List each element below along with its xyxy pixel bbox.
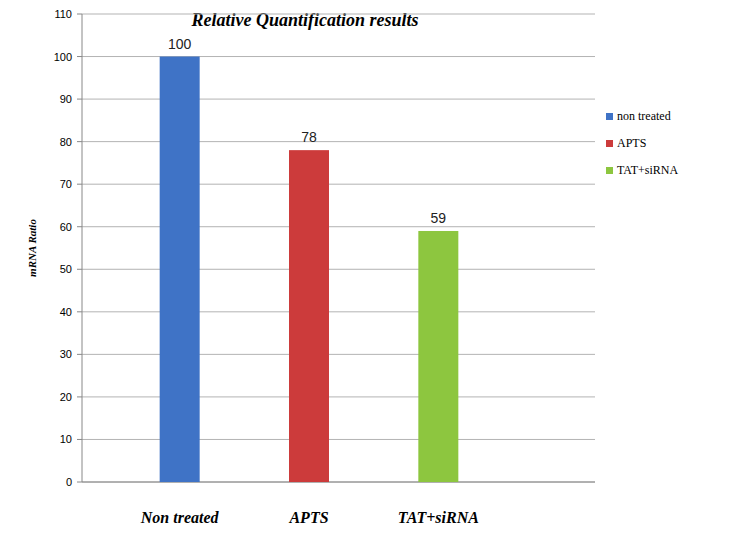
- y-tick-label: 10: [60, 433, 72, 445]
- y-tick-label: 70: [60, 178, 72, 190]
- data-label: 78: [301, 129, 317, 145]
- data-label: 100: [168, 36, 192, 52]
- y-tick: [77, 99, 82, 100]
- grid-line: [82, 482, 595, 483]
- y-tick: [77, 14, 82, 15]
- y-tick-label: 0: [66, 476, 72, 488]
- grid-line: [82, 56, 595, 57]
- y-tick: [77, 141, 82, 142]
- chart-title: Relative Quantification results: [190, 10, 418, 30]
- grid-line: [82, 141, 595, 142]
- y-tick: [77, 354, 82, 355]
- y-tick: [77, 269, 82, 270]
- grid-line: [82, 396, 595, 397]
- bar: [160, 57, 200, 482]
- grid-line: [82, 184, 595, 185]
- y-tick: [77, 396, 82, 397]
- bar: [289, 150, 329, 482]
- y-tick-label: 80: [60, 136, 72, 148]
- data-label: 59: [431, 210, 447, 226]
- grid-line: [82, 14, 595, 15]
- x-tick-label: Non treated: [140, 509, 220, 526]
- legend-label: APTS: [617, 136, 646, 150]
- y-tick: [77, 184, 82, 185]
- y-tick-label: 50: [60, 263, 72, 275]
- grid-line: [82, 269, 595, 270]
- y-tick: [77, 439, 82, 440]
- grid-line: [82, 99, 595, 100]
- bar: [418, 231, 458, 482]
- grid-line: [82, 311, 595, 312]
- grid-line: [82, 226, 595, 227]
- legend-label: TAT+siRNA: [617, 163, 678, 177]
- y-tick-label: 40: [60, 306, 72, 318]
- y-axis-label: mRNA Ratio: [26, 219, 38, 277]
- grid-line: [82, 439, 595, 440]
- y-axis-line: [82, 14, 83, 482]
- bars: [160, 57, 459, 482]
- chart-svg: Relative Quantification results mRNA Rati…: [0, 0, 737, 536]
- y-tick-label: 20: [60, 391, 72, 403]
- y-tick: [77, 482, 82, 483]
- y-tick-label: 90: [60, 93, 72, 105]
- x-axis-line: [82, 482, 595, 483]
- y-tick-label: 100: [54, 51, 72, 63]
- x-tick-label: TAT+siRNA: [398, 509, 479, 526]
- y-tick: [77, 311, 82, 312]
- y-tick: [77, 226, 82, 227]
- legend-swatch: [606, 167, 613, 174]
- chart-container: Relative Quantification results mRNA Rati…: [0, 0, 737, 536]
- x-tick-label: APTS: [288, 509, 328, 526]
- grid-line: [82, 354, 595, 355]
- y-tick-label: 60: [60, 221, 72, 233]
- y-tick: [77, 56, 82, 57]
- y-tick-label: 30: [60, 348, 72, 360]
- legend-swatch: [606, 140, 613, 147]
- legend-swatch: [606, 113, 613, 120]
- y-tick-label: 110: [54, 8, 72, 20]
- legend-label: non treated: [617, 109, 671, 123]
